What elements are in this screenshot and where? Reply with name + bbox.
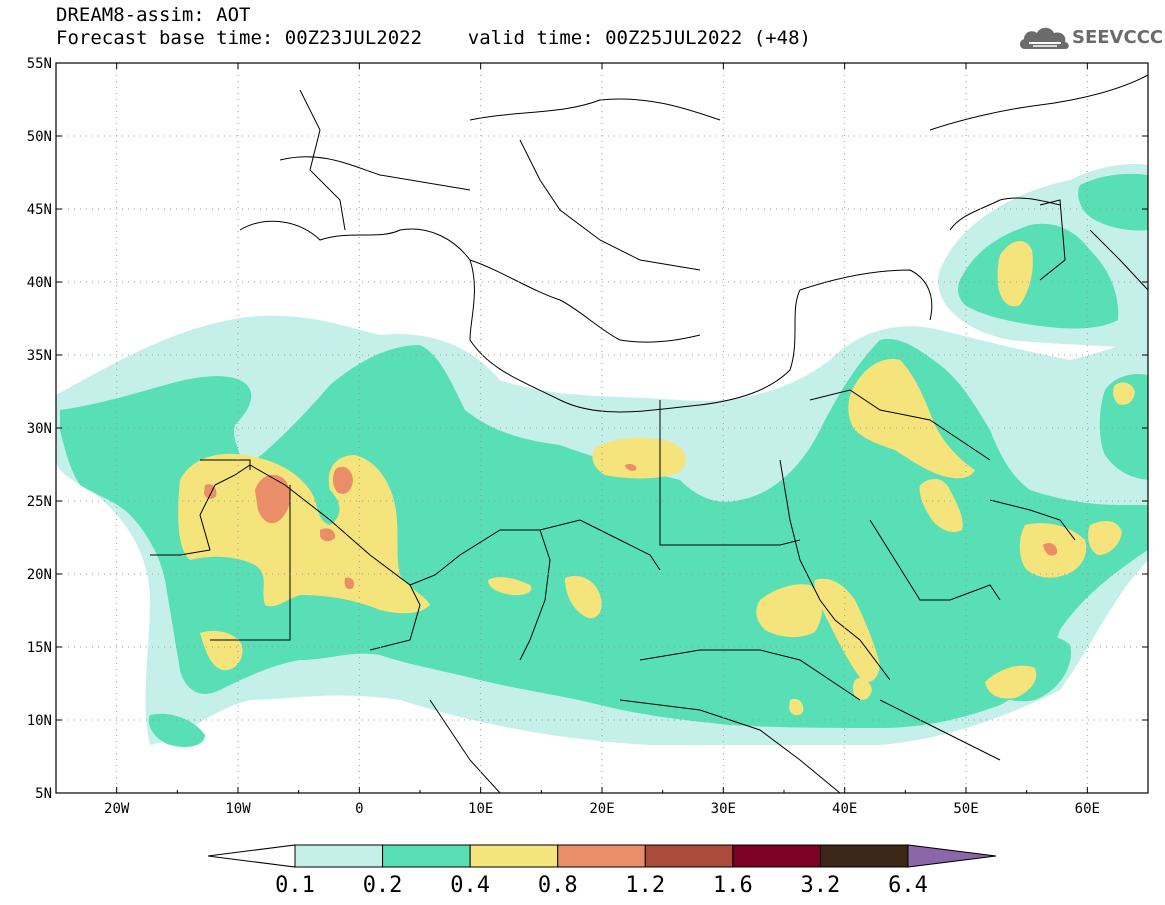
lon-tick-label: 0 <box>355 801 363 817</box>
lon-tick-label: 50E <box>953 801 978 817</box>
colorbar-segment <box>732 844 821 868</box>
aot-level-0.8 <box>204 463 1058 590</box>
aot-colorbar: 0.1 0.2 0.4 0.8 1.2 1.6 3.2 6.4 <box>207 844 997 898</box>
colorbar-label: 0.4 <box>450 873 490 898</box>
colorbar-segment <box>382 844 471 868</box>
map-title: DREAM8-assim: AOT <box>56 4 251 26</box>
lat-tick-label: 30N <box>27 421 52 437</box>
aot-contour-fields <box>56 63 1148 793</box>
colorbar-label: 1.2 <box>625 873 665 898</box>
lat-tick-label: 55N <box>27 56 52 72</box>
lat-tick-label: 45N <box>27 202 52 218</box>
colorbar-label: 0.1 <box>275 873 315 898</box>
lon-tick-label: 60E <box>1075 801 1100 817</box>
cloud-icon <box>1019 27 1069 49</box>
lat-tick-label: 50N <box>27 129 52 145</box>
colorbar-segment <box>819 844 909 868</box>
colorbar-segment <box>469 844 559 868</box>
logo-text: SEEVCCC <box>1072 27 1164 48</box>
latitude-axis: 55N 50N 45N 40N 35N 30N 25N 20N 15N 10N 5N <box>27 56 1148 802</box>
country-borders <box>150 74 1148 793</box>
lon-tick-label: 10E <box>468 801 493 817</box>
longitude-axis: 20W 10W 0 10E 20E 30E 40E 50E 60E <box>55 63 1149 817</box>
lat-tick-label: 5N <box>35 786 52 802</box>
lat-tick-label: 15N <box>27 640 52 656</box>
colorbar-under-arrow <box>207 844 296 868</box>
lon-tick-label: 10W <box>225 801 251 817</box>
lon-tick-label: 20W <box>104 801 130 817</box>
colorbar-segment <box>294 844 384 868</box>
lat-tick-label: 25N <box>27 494 52 510</box>
lon-tick-label: 40E <box>832 801 857 817</box>
colorbar-label: 1.6 <box>713 873 753 898</box>
lon-tick-label: 30E <box>711 801 736 817</box>
forecast-time-subtitle: Forecast base time: 00Z23JUL2022 valid t… <box>56 27 811 49</box>
lon-tick-label: 20E <box>589 801 614 817</box>
colorbar-label: 0.8 <box>538 873 578 898</box>
seevccc-logo: SEEVCCC <box>1017 21 1163 57</box>
colorbar-segment <box>644 844 734 868</box>
colorbar-segment <box>557 844 646 868</box>
graticule <box>56 63 1148 793</box>
aot-level-0.4 <box>178 240 1135 716</box>
colorbar-label: 0.2 <box>363 873 403 898</box>
lat-tick-label: 20N <box>27 567 52 583</box>
colorbar-label: 6.4 <box>888 873 928 898</box>
lat-tick-label: 40N <box>27 275 52 291</box>
colorbar-label: 3.2 <box>801 873 841 898</box>
lat-tick-label: 10N <box>27 713 52 729</box>
lat-tick-label: 35N <box>27 348 52 364</box>
colorbar-over-arrow <box>907 844 997 868</box>
